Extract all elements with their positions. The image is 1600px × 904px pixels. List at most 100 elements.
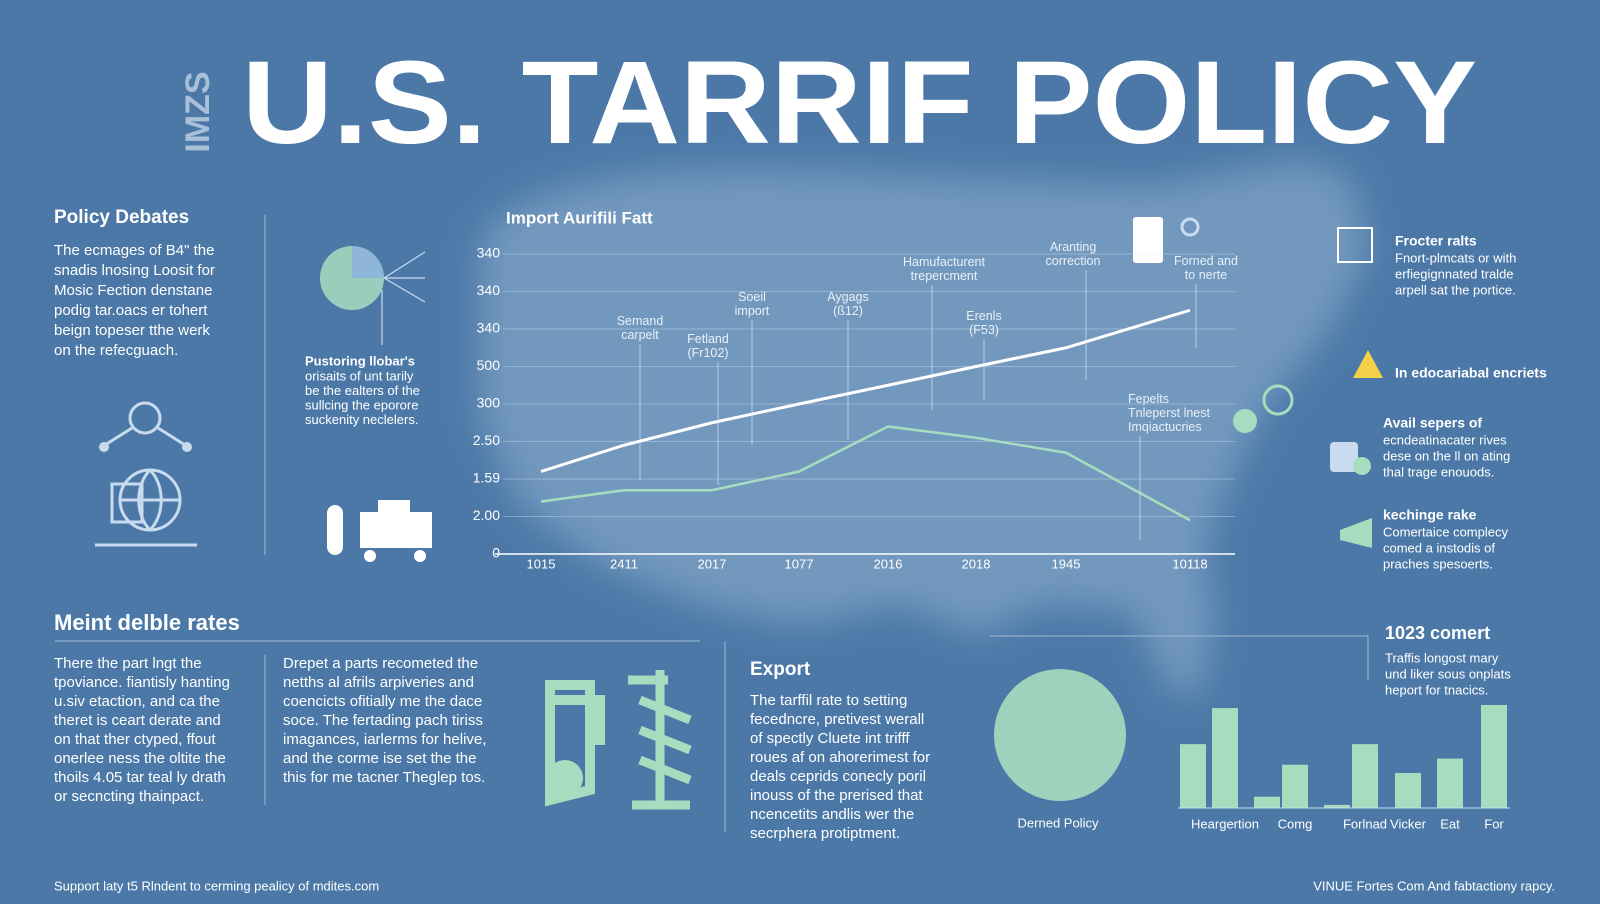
y-tick-label: 2.00: [473, 507, 500, 523]
paragraph-line: of spectly Cluete int trifff: [750, 730, 910, 747]
x-tick-label: 1945: [1052, 556, 1081, 571]
annotation: Erenls (F53): [966, 309, 1001, 337]
paragraph-line: coencicts ofitially me the dace: [283, 693, 482, 710]
annotation: Fepelts Tnleperst lnest Imqiactucries: [1128, 392, 1211, 434]
tool-icons: [545, 670, 692, 810]
paragraph-line: soce. The fertading pach tiriss: [283, 712, 483, 729]
y-tick-label: 340: [477, 282, 501, 298]
heading: Export: [750, 659, 811, 680]
y-tick-label: 340: [477, 245, 501, 261]
y-tick-label: 500: [477, 357, 501, 373]
paragraph-line: Mosic Fection denstane: [54, 282, 212, 299]
x-tick-label: 2017: [698, 556, 727, 571]
paragraph-line: on that ther ctyped, ffout: [54, 731, 216, 748]
x-tick-label: Vicker: [1390, 816, 1427, 831]
right-heading: In edocariabal encriets: [1395, 365, 1547, 381]
right-line: arpell sat the portice.: [1395, 282, 1516, 297]
heading: Policy Debates: [54, 207, 189, 228]
x-tick-label: Eat: [1440, 816, 1460, 831]
paragraph-line: ncencetits andlis wer the: [750, 806, 914, 823]
y-tick-label: 2.50: [473, 432, 500, 448]
paragraph-line: tpoviance. fiantisly hanting: [54, 674, 230, 691]
right-line: erfiegignnated tralde: [1395, 266, 1514, 281]
x-tick-label: For: [1484, 816, 1504, 831]
globe-icon: [95, 468, 197, 547]
x-tick-label: 2411: [610, 556, 638, 571]
annotation: Hamufacturent trepercment: [903, 255, 986, 283]
caption-line: be the ealters of the: [305, 383, 420, 398]
right-line: dese on the ll on ating: [1383, 448, 1510, 463]
paragraph-line: imagances, iarlerms for helive,: [283, 731, 486, 748]
bar: [1437, 758, 1463, 808]
note-line: Traffis longost mary: [1385, 650, 1499, 665]
paragraph-line: theret is ceart derate and: [54, 712, 221, 729]
x-tick-label: 2018: [962, 556, 991, 571]
right-line: ecndeatinacater rives: [1383, 432, 1507, 447]
x-tick-label: 1015: [527, 556, 556, 571]
line-series: [540, 308, 1191, 473]
annotation: Soeil import: [735, 290, 770, 318]
y-tick-label: 340: [477, 320, 501, 336]
paragraph-line: podig tar.oacs er tohert: [54, 302, 208, 319]
annotation: Aranting correction: [1046, 240, 1101, 268]
note-line: heport for tnacics.: [1385, 682, 1488, 697]
paragraph-line: There the part lngt the: [54, 655, 202, 672]
y-tick-label: 1.59: [473, 470, 500, 486]
x-tick-label: 10118: [1172, 556, 1207, 571]
paragraph-line: snadis lnosing Loosit for: [54, 262, 215, 279]
caption-line: sullcing the eporore: [305, 397, 418, 412]
paragraph-line: thoils 4.05 tar teal ly drath: [54, 769, 226, 786]
footer: VINUE Fortes Com And fabtactiony rapcy.: [1313, 878, 1555, 893]
annotation: Aygags (ß12): [827, 290, 868, 318]
bar: [1282, 764, 1308, 808]
x-tick-label: Comg: [1278, 816, 1313, 831]
bar: [1395, 772, 1421, 808]
bar: [1481, 705, 1507, 808]
bar: [1180, 744, 1206, 808]
paragraph-line: secrphera protiptment.: [750, 825, 900, 842]
bar: [1254, 796, 1280, 808]
line-series: [540, 425, 1191, 522]
pie-label: Derned Policy: [1018, 815, 1099, 830]
y-tick-label: 0: [492, 545, 500, 561]
network-icon: [99, 401, 192, 452]
right-line: Fnort-plmcats or with: [1395, 250, 1516, 265]
right-heading: Avail sepers of: [1383, 415, 1482, 431]
note-line: und liker sous onplats: [1385, 666, 1511, 681]
right-line: comed a instodis of: [1383, 540, 1495, 555]
chart-title: 1023 comert: [1385, 623, 1490, 643]
right-line: thal trage enouods.: [1383, 464, 1494, 479]
paragraph-line: inouss of the prerised that: [750, 787, 923, 804]
caption-line: suckenity neclelers.: [305, 412, 418, 427]
bar: [1212, 708, 1238, 808]
x-tick-label: 2016: [874, 556, 903, 571]
paragraph-line: fecedncre, pretivest werall: [750, 711, 924, 728]
x-tick-label: Forlnad: [1343, 816, 1387, 831]
paragraph-line: onerlee ness the oltite the: [54, 750, 226, 767]
side-label: IMZS: [179, 71, 217, 152]
paragraph-line: The tarffil rate to setting: [750, 692, 907, 709]
paragraph-line: beign topeser tthe werk: [54, 322, 210, 339]
paragraph-line: this for me tacner Theglep tos.: [283, 769, 485, 786]
annotation: Semand carpelt: [617, 314, 664, 342]
bar: [1324, 804, 1350, 808]
paragraph-line: u.siv etaction, and ca the: [54, 693, 220, 710]
title: U.S. TARRIF POLICY: [242, 37, 1477, 169]
right-heading: Frocter ralts: [1395, 233, 1477, 249]
x-tick-label: Heargertion: [1191, 816, 1259, 831]
machine-icon: [327, 500, 432, 562]
right-line: Comertaice complecy: [1383, 524, 1508, 539]
paragraph-line: and the corme ise set the the: [283, 750, 476, 767]
caption-heading: Pustoring llobar's: [305, 353, 415, 368]
footer: Support laty t5 Rlndent to cerming peali…: [54, 878, 379, 893]
right-line: praches spesoerts.: [1383, 556, 1493, 571]
paragraph-line: Drepet a parts recometed the: [283, 655, 478, 672]
paragraph-line: deals ceprids conecly poril: [750, 768, 926, 785]
right-heading: kechinge rake: [1383, 507, 1477, 523]
pie: [994, 669, 1126, 801]
paragraph-line: roues af on ahorerimest for: [750, 749, 930, 766]
annotation: Forned and to nerte: [1174, 254, 1238, 282]
pie-icon: [320, 246, 426, 345]
chart-title: Import Aurifili Fatt: [506, 208, 653, 227]
